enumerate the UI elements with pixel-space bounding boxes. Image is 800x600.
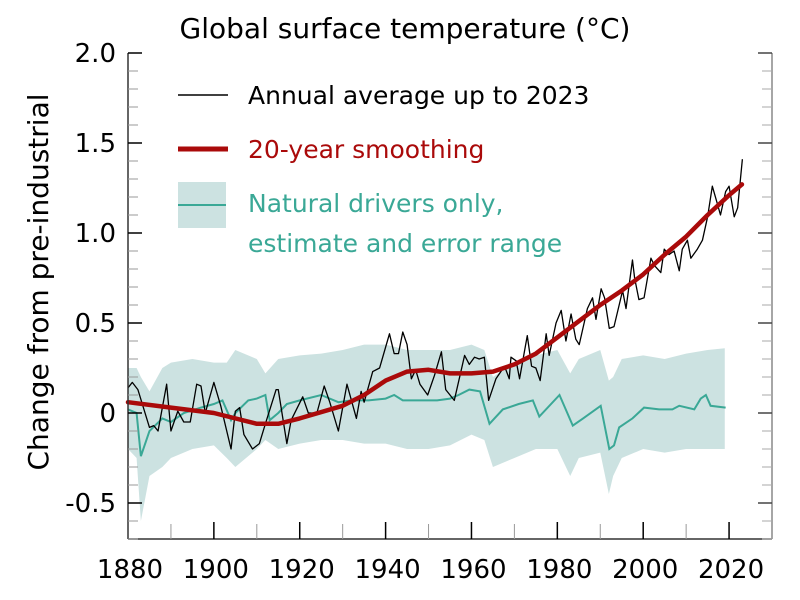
y-tick-label: 0.5 — [75, 309, 116, 339]
y-tick-label: 2.0 — [75, 39, 116, 69]
x-tick-label: 2020 — [698, 555, 764, 585]
x-tick-label: 1980 — [526, 555, 592, 585]
legend-smooth-label: 20-year smoothing — [248, 135, 484, 164]
legend: Annual average up to 2023 20-year smooth… — [178, 81, 589, 258]
x-tick-label: 1920 — [269, 555, 335, 585]
y-tick-label: 0 — [99, 399, 116, 429]
x-tick-label: 1940 — [355, 555, 421, 585]
series-lines-layer — [125, 159, 745, 457]
legend-annual-label: Annual average up to 2023 — [248, 81, 589, 110]
y-tick-label: -0.5 — [65, 489, 116, 519]
x-tick-label: 1960 — [440, 555, 506, 585]
y-tick-label: 1.0 — [75, 219, 116, 249]
natural-error-band — [128, 344, 725, 521]
y-axis-label: Change from pre-industrial — [22, 93, 55, 470]
x-tick-label: 2000 — [612, 555, 678, 585]
annual-average-line — [127, 159, 744, 450]
natural-drivers-line — [127, 388, 726, 457]
smoothing-line — [125, 182, 745, 427]
chart-title: Global surface temperature (°C) — [180, 12, 631, 45]
x-tick-label: 1880 — [97, 555, 163, 585]
natural-error-band-layer — [128, 344, 725, 521]
axes: -0.5 0 0.5 1.0 1.5 2.0 1880 1900 1920 1940 1960 198… — [65, 39, 773, 585]
x-tick-label: 1900 — [183, 555, 249, 585]
y-tick-label: 1.5 — [75, 129, 116, 159]
legend-natural-label-1: Natural drivers only, — [248, 189, 504, 218]
legend-natural-label-2: estimate and error range — [248, 229, 562, 258]
